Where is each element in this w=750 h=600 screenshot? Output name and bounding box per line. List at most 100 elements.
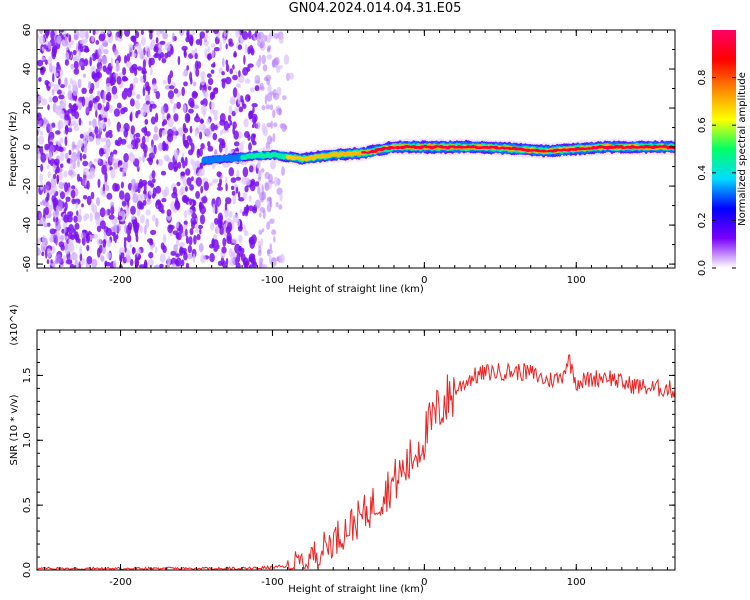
noise-blob [190,31,196,36]
noise-blob [228,167,235,177]
noise-blob [93,158,98,163]
noise-blob [262,64,268,72]
noise-blob [38,212,42,220]
noise-blob [80,65,85,71]
noise-blob [192,81,197,87]
noise-blob [246,66,251,72]
noise-blob [195,39,201,45]
noise-blob [67,90,73,101]
noise-blob [95,197,101,206]
spectrogram-ytick-label: 0 [22,144,33,150]
noise-blob [115,63,120,72]
noise-blob [68,224,74,235]
noise-blob [53,84,60,92]
noise-blob [138,253,141,260]
noise-blob [178,224,184,235]
noise-blob [147,51,152,59]
noise-blob [150,229,157,236]
noise-blob [67,170,74,176]
noise-blob [273,88,277,98]
noise-blob [118,206,121,216]
noise-blob [76,43,79,53]
noise-blob [235,176,241,181]
noise-blob [188,149,194,156]
noise-blob [164,43,171,52]
noise-blob [48,123,53,132]
noise-blob [241,31,249,40]
colorbar-tick-label: 0.6 [697,117,708,133]
noise-blob [135,43,142,49]
noise-blob [225,176,228,185]
noise-blob [106,252,112,260]
noise-blob [145,218,149,228]
noise-blob [152,133,159,141]
noise-blob [155,37,159,44]
noise-blob [273,33,279,39]
noise-blob [37,112,42,121]
noise-blob [232,194,237,205]
noise-blob [159,30,164,34]
noise-blob [86,195,92,206]
noise-blob [196,148,201,159]
noise-blob [69,158,75,167]
noise-blob [125,254,131,263]
noise-blob [226,232,232,242]
noise-blob [37,247,41,256]
noise-blob [270,160,276,170]
noise-blob [144,225,147,235]
noise-blob [239,247,245,254]
noise-blob [183,50,187,58]
noise-blob [173,103,177,109]
noise-blob [238,234,243,244]
noise-blob [129,259,134,266]
noise-blob [244,261,249,268]
noise-blob [254,85,260,92]
noise-blob [255,122,261,130]
noise-blob [105,227,112,237]
noise-blob [120,252,125,259]
noise-blob [162,79,167,85]
noise-blob [229,68,233,75]
colorbar-tick-label: 0.4 [697,165,708,181]
noise-blob [75,98,79,106]
noise-blob [116,76,122,85]
noise-blob [40,152,47,163]
noise-blob [143,261,148,268]
snr-xtick-label: 0 [421,577,427,588]
noise-blob [262,126,268,137]
noise-blob [217,260,223,266]
noise-blob [161,58,167,64]
noise-blob [182,122,187,133]
noise-blob [249,239,255,249]
noise-blob [173,244,178,253]
noise-blob [171,32,175,43]
noise-blob [39,130,44,136]
noise-blob [116,37,123,42]
noise-blob [55,235,58,246]
noise-blob [82,160,89,167]
noise-blob [227,222,233,232]
noise-blob [235,186,239,194]
noise-blob [101,190,107,197]
noise-blob [173,88,179,94]
noise-blob [200,118,204,124]
noise-blob [222,260,227,268]
noise-blob [46,164,50,170]
noise-blob [194,60,199,71]
noise-blob [130,125,135,135]
noise-blob [230,185,235,191]
noise-blob [233,130,239,140]
noise-blob [66,43,72,49]
noise-blob [105,131,110,138]
noise-blob [222,237,227,247]
snr-xtick-label: -100 [261,577,284,588]
noise-blob [187,245,193,254]
noise-blob [59,137,64,144]
noise-blob [30,161,35,171]
noise-blob [95,40,100,45]
noise-blob [73,215,78,223]
noise-blob [181,259,185,267]
noise-blob [194,228,200,233]
noise-blob [268,173,273,183]
noise-blob [73,34,78,41]
